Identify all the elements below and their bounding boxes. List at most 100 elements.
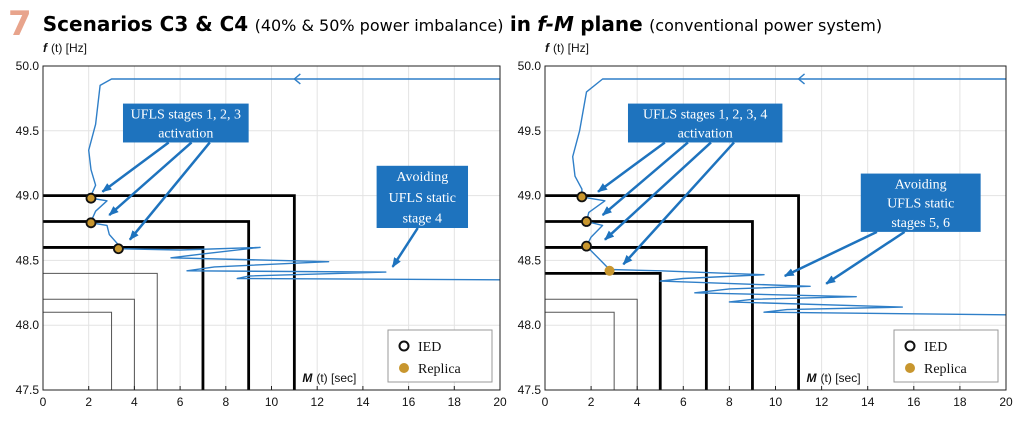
y-axis-unit: (t) [Hz] [51,41,87,55]
y-axis-label: f (t) [Hz] [43,41,87,55]
annotation-text: Avoiding [895,177,947,192]
x-axis-variable: M [302,371,313,385]
annotation-text: stage 4 [403,212,442,227]
y-tick-label: 48.0 [16,318,40,332]
y-tick-label: 49.0 [16,189,40,203]
legend-ied-label: IED [924,340,947,355]
x-tick-label: 4 [131,395,138,409]
annotation-arrow [604,141,712,241]
x-tick-label: 10 [265,395,279,409]
legend-replica-label: Replica [418,362,462,377]
ufls-stage-box-bold [43,194,296,390]
annotation-text: activation [678,127,733,142]
ufls-stage-box-bold [545,194,800,390]
ied-point [576,191,588,203]
ufls-stage-box-bold [43,246,205,390]
x-tick-label: 2 [85,395,92,409]
annotation-text: stages 5, 6 [891,216,950,231]
chart-right: 0 2 4 6 8 10 12 14 16 18 20 47.5 48.0 48.5 49.0 49.5 50.… [518,41,1013,409]
x-tick-label: 14 [861,395,875,409]
x-tick-label: 6 [680,395,687,409]
annotation-box [376,165,469,228]
y-axis-variable: f [43,41,48,55]
x-tick-label: 12 [815,395,829,409]
ufls-stage-box-bold [43,220,251,390]
annotation-arrow [128,141,211,241]
x-tick-label: 10 [769,395,783,409]
y-axis-unit: (t) [Hz] [553,41,589,55]
x-tick-label: 12 [311,395,325,409]
x-axis-label: M (t) [sec] [807,371,861,385]
series-trajectory [572,78,1007,316]
annotation-arrow [101,141,170,193]
legend-box [893,329,999,383]
x-tick-label: 16 [907,395,921,409]
y-tick-label: 48.5 [518,253,542,267]
legend-ied-marker [398,340,410,352]
legend-ied-label: IED [418,340,441,355]
x-tick-label: 2 [588,395,595,409]
title-in: in [509,12,531,36]
y-tick-label: 49.5 [518,124,542,138]
x-tick-label: 0 [40,395,47,409]
direction-chevron [797,73,805,85]
x-tick-label: 4 [634,395,641,409]
y-tick-label: 49.5 [16,124,40,138]
ufls-stage-box-thin [43,298,135,390]
x-axis-unit: (t) [sec] [316,371,356,385]
x-tick-label: 20 [999,395,1013,409]
legend-ied-marker [904,340,916,352]
annotation-text: UFLS stages 1, 2, 3, 4 [643,107,767,122]
x-axis-label: M (t) [sec] [302,371,356,385]
legend-replica-marker [399,363,409,373]
ufls-stage-box-bold [545,246,708,390]
title-scenarios: Scenarios C3 & C4 [42,12,249,36]
annotation-arrow [391,227,419,268]
annotation-text: activation [158,127,213,142]
title-imbalance: (40% & 50% power imbalance) [254,16,504,35]
annotation-arrow [601,141,689,216]
x-tick-label: 16 [402,395,416,409]
x-tick-label: 8 [222,395,229,409]
y-axis-variable: f [545,41,550,55]
direction-chevron [293,73,301,85]
y-axis-label: f (t) [Hz] [545,41,589,55]
annotation-text: UFLS static [887,197,954,212]
x-tick-label: 0 [542,395,549,409]
annotation-arrow [825,230,906,285]
x-axis-unit: (t) [sec] [821,371,861,385]
annotation-arrow [108,141,193,216]
x-axis-variable: M [807,371,818,385]
annotation-text: UFLS static [389,191,456,206]
ufls-stage-box-thin [545,298,638,390]
legend-replica-marker [905,363,915,373]
legend-replica-label: Replica [924,362,968,377]
annotation-box [122,103,249,143]
ufls-stage-box-bold [545,271,662,390]
series-trajectory [87,78,501,281]
title-system: (conventional power system) [649,16,883,35]
legend-box [387,329,493,383]
annotation-arrow [783,230,878,278]
y-tick-label: 47.5 [16,383,40,397]
ied-point [581,216,592,227]
annotation-text: UFLS stages 1, 2, 3 [131,107,241,122]
annotation-arrow [597,141,666,193]
page-title: Scenarios C3 & C4 (40% & 50% power imbal… [43,12,882,36]
annotation-box [627,103,783,143]
annotation-box [860,173,981,232]
ied-point [581,240,592,252]
x-tick-label: 14 [356,395,370,409]
y-tick-label: 48.0 [518,318,542,332]
title-bar: 7 Scenarios C3 & C4 (40% & 50% power imb… [8,4,1018,44]
x-tick-label: 20 [493,395,507,409]
annotation-arrow [622,141,735,266]
ied-point [85,192,97,204]
x-tick-label: 18 [953,395,967,409]
x-tick-label: 6 [177,395,184,409]
x-tick-label: 18 [448,395,462,409]
y-tick-label: 49.0 [518,189,542,203]
chart-left: 0 2 4 6 8 10 12 14 16 18 20 47.5 48.0 48.5 49.0 49.5 50.… [16,41,507,409]
ied-point [85,217,97,229]
